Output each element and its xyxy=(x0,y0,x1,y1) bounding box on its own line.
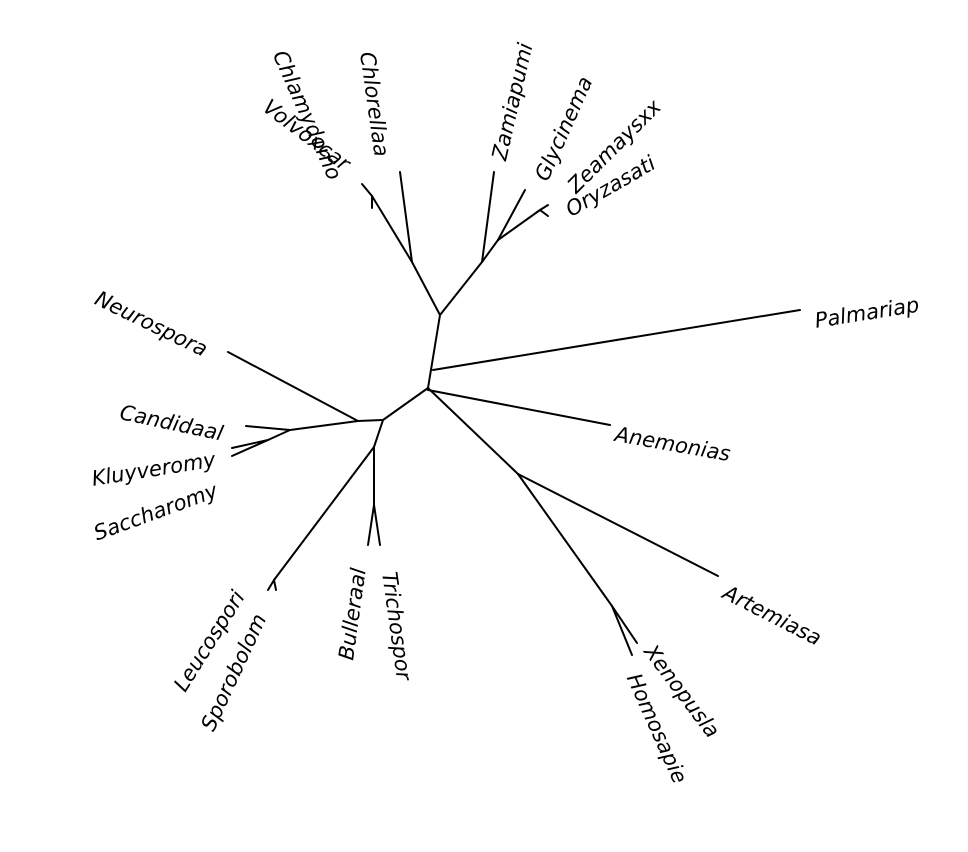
tree-branch xyxy=(273,579,277,591)
tree-branch xyxy=(497,189,526,241)
tree-branch xyxy=(481,239,499,263)
tree-branch xyxy=(231,439,269,457)
taxon-label-chlorellaa: Chlorellaa xyxy=(355,50,393,158)
tree-branch xyxy=(399,171,413,263)
taxon-label-bulleraal: Bulleraal xyxy=(334,566,371,661)
tree-branch xyxy=(371,195,413,263)
taxon-label-palmariap: Palmariap xyxy=(813,293,921,333)
tree-branch xyxy=(427,387,519,475)
tree-branch xyxy=(357,419,384,422)
tree-branch xyxy=(367,504,375,546)
tree-branch xyxy=(481,171,495,263)
tree-branch xyxy=(227,351,359,422)
tree-branch xyxy=(373,504,381,546)
tree-branch xyxy=(517,473,613,607)
tree-branch xyxy=(231,439,269,449)
tree-branch xyxy=(517,473,719,577)
tree-branch xyxy=(411,261,441,316)
tree-branch xyxy=(289,420,359,431)
taxon-label-trichospor: Trichospor xyxy=(377,570,416,683)
tree-branch xyxy=(539,209,549,217)
taxon-label-zamiapumi: Zamiapumi xyxy=(487,41,537,164)
tree-branch xyxy=(611,605,638,644)
tree-branch xyxy=(382,387,429,421)
tree-branch xyxy=(267,429,291,441)
tree-branch xyxy=(611,605,633,656)
tree-branch xyxy=(361,183,373,197)
taxon-label-candidaal: Candidaal xyxy=(118,400,226,445)
tree-branch xyxy=(273,446,375,581)
tree-branch xyxy=(539,204,549,211)
tree-branch xyxy=(267,579,275,591)
tree-branch xyxy=(439,261,483,316)
tree-branches xyxy=(227,171,801,656)
taxon-label-anemonias: Anemonias xyxy=(611,422,732,466)
tree-branch xyxy=(373,419,384,448)
taxon-label-neurospora: Neurospora xyxy=(91,286,211,361)
tree-branch xyxy=(427,314,441,389)
tree-branch xyxy=(497,209,541,241)
tree-branch xyxy=(427,389,611,426)
tree-branch xyxy=(432,309,801,371)
taxon-label-artemiasa: Artemiasa xyxy=(717,580,825,651)
tree-branch xyxy=(245,425,291,431)
